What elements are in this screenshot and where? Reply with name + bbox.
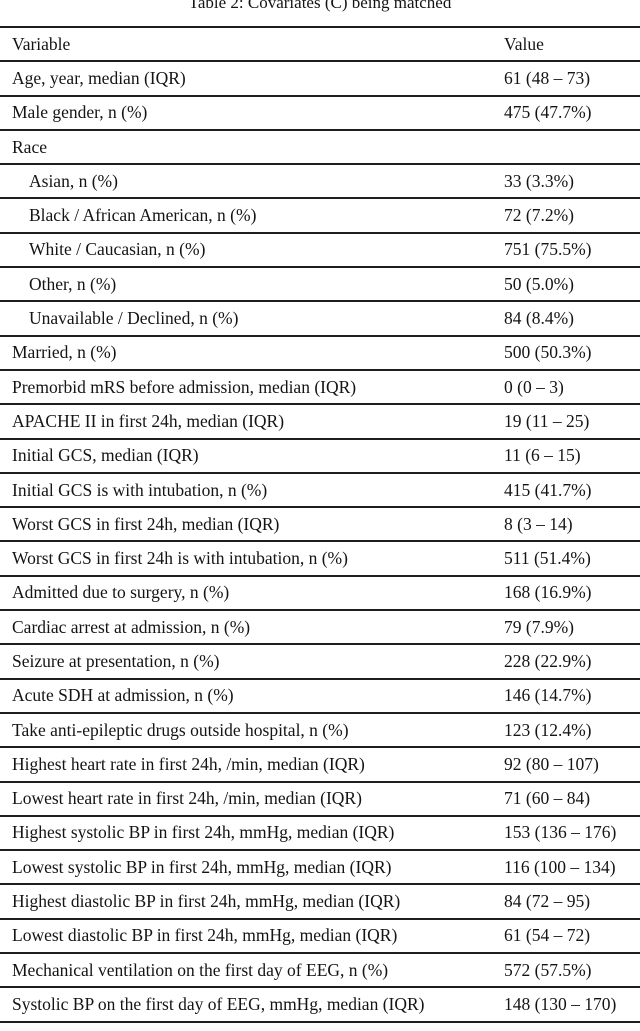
table-row: Lowest heart rate in first 24h, /min, me… — [0, 781, 640, 817]
variable-label: White / Caucasian, n (%) — [0, 232, 503, 269]
variable-label: Worst GCS in first 24h is with intubatio… — [0, 541, 503, 577]
value-cell: 71 (60 – 84) — [503, 781, 640, 817]
value-cell: 153 (136 – 176) — [503, 815, 640, 852]
column-header-variable: Variable — [0, 27, 503, 63]
header-row: Variable Value — [0, 27, 640, 63]
variable-label: Seizure at presentation, n (%) — [0, 644, 503, 680]
value-cell: 61 (48 – 73) — [503, 61, 640, 97]
table-row: Black / African American, n (%) 72 (7.2%… — [0, 198, 640, 234]
table-row: Worst GCS in first 24h, median (IQR) 8 (… — [0, 507, 640, 543]
table-row: APACHE II in first 24h, median (IQR) 19 … — [0, 404, 640, 440]
table-row: Seizure at presentation, n (%) 228 (22.9… — [0, 644, 640, 680]
table-row: Take anti-epileptic drugs outside hospit… — [0, 712, 640, 749]
variable-label: GCS on the first day of EEG, median (IQR… — [0, 1021, 503, 1031]
variable-label: Lowest systolic BP in first 24h, mmHg, m… — [0, 850, 503, 886]
variable-label: Admitted due to surgery, n (%) — [0, 575, 503, 612]
variable-label: Highest systolic BP in first 24h, mmHg, … — [0, 815, 503, 852]
value-cell: 19 (11 – 25) — [503, 404, 640, 440]
variable-label: Systolic BP on the first day of EEG, mmH… — [0, 987, 503, 1023]
table-row: Admitted due to surgery, n (%) 168 (16.9… — [0, 575, 640, 612]
variable-label: Initial GCS, median (IQR) — [0, 438, 503, 474]
value-cell: 123 (12.4%) — [503, 712, 640, 749]
table-row: Highest diastolic BP in first 24h, mmHg,… — [0, 884, 640, 920]
table-row: Race — [0, 129, 640, 166]
value-cell: 79 (7.9%) — [503, 610, 640, 646]
table-body: Age, year, median (IQR) 61 (48 – 73) Mal… — [0, 61, 640, 1031]
value-cell: 33 (3.3%) — [503, 164, 640, 200]
value-cell: 415 (41.7%) — [503, 472, 640, 509]
variable-label: Male gender, n (%) — [0, 95, 503, 131]
value-cell — [503, 129, 640, 166]
variable-label: Highest diastolic BP in first 24h, mmHg,… — [0, 884, 503, 920]
value-cell: 84 (8.4%) — [503, 301, 640, 337]
table-row: Unavailable / Declined, n (%) 84 (8.4%) — [0, 301, 640, 337]
variable-label: Asian, n (%) — [0, 164, 503, 200]
value-cell: 572 (57.5%) — [503, 953, 640, 989]
table-row: Asian, n (%) 33 (3.3%) — [0, 164, 640, 200]
variable-label: Unavailable / Declined, n (%) — [0, 301, 503, 337]
value-cell: 751 (75.5%) — [503, 232, 640, 269]
value-cell: 116 (100 – 134) — [503, 850, 640, 886]
table-row: Male gender, n (%) 475 (47.7%) — [0, 95, 640, 131]
variable-label: Initial GCS is with intubation, n (%) — [0, 472, 503, 509]
variable-label: Other, n (%) — [0, 267, 503, 303]
table-row: Other, n (%) 50 (5.0%) — [0, 267, 640, 303]
value-cell: 0 (0 – 3) — [503, 369, 640, 406]
table-row: Worst GCS in first 24h is with intubatio… — [0, 541, 640, 577]
table-row: Premorbid mRS before admission, median (… — [0, 369, 640, 406]
table-row: White / Caucasian, n (%) 751 (75.5%) — [0, 232, 640, 269]
variable-label: Lowest diastolic BP in first 24h, mmHg, … — [0, 918, 503, 955]
covariates-table: Variable Value Age, year, median (IQR) 6… — [0, 26, 640, 1031]
value-cell: 8 (5 – 13) — [503, 1021, 640, 1031]
value-cell: 92 (80 – 107) — [503, 747, 640, 783]
value-cell: 84 (72 – 95) — [503, 884, 640, 920]
value-cell: 500 (50.3%) — [503, 335, 640, 371]
value-cell: 511 (51.4%) — [503, 541, 640, 577]
table-row: Highest systolic BP in first 24h, mmHg, … — [0, 815, 640, 852]
column-header-value: Value — [503, 27, 640, 63]
value-cell: 228 (22.9%) — [503, 644, 640, 680]
variable-label: Race — [0, 129, 503, 166]
variable-label: Acute SDH at admission, n (%) — [0, 678, 503, 714]
table-row: Initial GCS, median (IQR) 11 (6 – 15) — [0, 438, 640, 474]
variable-label: Age, year, median (IQR) — [0, 61, 503, 97]
table-row: Mechanical ventilation on the first day … — [0, 953, 640, 989]
value-cell: 61 (54 – 72) — [503, 918, 640, 955]
value-cell: 8 (3 – 14) — [503, 507, 640, 543]
table-row: Initial GCS is with intubation, n (%) 41… — [0, 472, 640, 509]
variable-label: Lowest heart rate in first 24h, /min, me… — [0, 781, 503, 817]
value-cell: 168 (16.9%) — [503, 575, 640, 612]
table-row: Lowest systolic BP in first 24h, mmHg, m… — [0, 850, 640, 886]
table-row: Married, n (%) 500 (50.3%) — [0, 335, 640, 371]
table-row: Acute SDH at admission, n (%) 146 (14.7%… — [0, 678, 640, 714]
variable-label: Mechanical ventilation on the first day … — [0, 953, 503, 989]
table-row: Highest heart rate in first 24h, /min, m… — [0, 747, 640, 783]
value-cell: 72 (7.2%) — [503, 198, 640, 234]
table-row: Lowest diastolic BP in first 24h, mmHg, … — [0, 918, 640, 955]
table-row: Cardiac arrest at admission, n (%) 79 (7… — [0, 610, 640, 646]
value-cell: 11 (6 – 15) — [503, 438, 640, 474]
table-row: GCS on the first day of EEG, median (IQR… — [0, 1021, 640, 1031]
variable-label: Highest heart rate in first 24h, /min, m… — [0, 747, 503, 783]
value-cell: 475 (47.7%) — [503, 95, 640, 131]
table-row: Systolic BP on the first day of EEG, mmH… — [0, 987, 640, 1023]
variable-label: Cardiac arrest at admission, n (%) — [0, 610, 503, 646]
variable-label: Married, n (%) — [0, 335, 503, 371]
variable-label: Black / African American, n (%) — [0, 198, 503, 234]
table-caption: Table 2: Covariates (C) being matched — [188, 0, 452, 12]
variable-label: Premorbid mRS before admission, median (… — [0, 369, 503, 406]
variable-label: APACHE II in first 24h, median (IQR) — [0, 404, 503, 440]
variable-label: Take anti-epileptic drugs outside hospit… — [0, 712, 503, 749]
table-row: Age, year, median (IQR) 61 (48 – 73) — [0, 61, 640, 97]
value-cell: 148 (130 – 170) — [503, 987, 640, 1023]
value-cell: 50 (5.0%) — [503, 267, 640, 303]
value-cell: 146 (14.7%) — [503, 678, 640, 714]
variable-label: Worst GCS in first 24h, median (IQR) — [0, 507, 503, 543]
